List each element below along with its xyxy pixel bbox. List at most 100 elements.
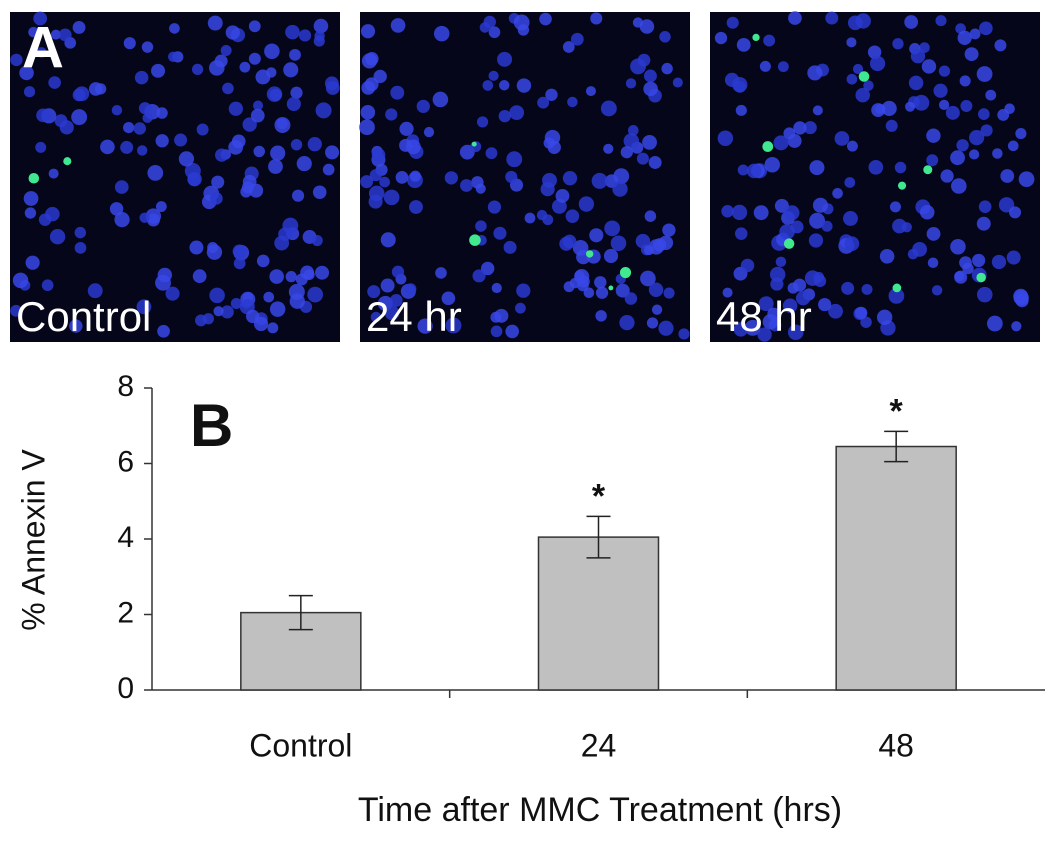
cell — [648, 282, 664, 297]
cell — [992, 148, 1003, 159]
cell — [48, 168, 59, 179]
cell — [488, 26, 501, 39]
cell — [912, 241, 928, 257]
cell — [266, 86, 283, 102]
cell — [844, 236, 860, 251]
cell — [979, 21, 993, 36]
cell — [565, 209, 580, 223]
cell — [296, 156, 312, 172]
cell — [168, 51, 179, 62]
cell — [269, 269, 284, 284]
cell — [735, 104, 747, 116]
significance-marker: * — [592, 477, 606, 515]
cell — [139, 212, 150, 223]
cell — [360, 24, 376, 39]
apoptotic-cell — [469, 234, 481, 246]
cell — [640, 270, 656, 287]
cell — [678, 328, 690, 340]
cell — [476, 116, 489, 128]
cell — [283, 62, 299, 78]
cell — [545, 88, 558, 101]
cell — [479, 22, 491, 33]
cell — [19, 65, 34, 81]
cell — [325, 145, 340, 160]
apoptotic-cell — [762, 141, 774, 152]
cell — [242, 117, 257, 132]
cell — [211, 175, 225, 189]
cell — [740, 258, 755, 273]
cell — [49, 229, 66, 245]
cell — [767, 307, 781, 321]
cell — [585, 86, 596, 97]
cell — [591, 172, 608, 189]
cell — [359, 119, 375, 136]
cell — [269, 301, 286, 317]
cell — [986, 315, 1003, 332]
cell — [714, 31, 728, 45]
cell — [390, 85, 405, 100]
cell — [855, 13, 871, 29]
cell — [555, 189, 570, 203]
cell — [433, 25, 450, 42]
y-tick-label: 4 — [117, 521, 134, 554]
cell — [36, 47, 47, 58]
cell — [777, 61, 789, 73]
cell — [268, 159, 283, 174]
cell — [390, 18, 406, 33]
apoptotic-cell — [976, 272, 986, 283]
panel-label: A — [22, 15, 64, 80]
cell — [178, 151, 195, 167]
cell — [409, 170, 421, 182]
cell — [250, 108, 265, 123]
cell — [24, 207, 37, 219]
cell — [978, 108, 990, 120]
y-axis-label: % Annexin V — [15, 449, 51, 631]
cell — [485, 147, 498, 160]
y-tick-label: 2 — [117, 596, 134, 629]
cell — [230, 297, 242, 310]
cell — [324, 76, 339, 91]
cell — [972, 253, 986, 268]
cell — [867, 45, 882, 59]
cell — [58, 28, 72, 42]
cell — [957, 30, 972, 46]
cell — [672, 77, 683, 88]
cell — [151, 63, 166, 78]
cell — [938, 99, 950, 110]
cell — [288, 283, 305, 300]
cell — [240, 186, 252, 198]
cell — [818, 297, 832, 312]
cell — [524, 212, 536, 224]
cell — [114, 180, 129, 194]
cell — [643, 245, 654, 256]
cell — [1009, 206, 1022, 219]
cell — [114, 211, 130, 228]
cell — [733, 322, 748, 337]
cell — [863, 80, 874, 91]
cell — [736, 37, 751, 52]
cell — [956, 139, 969, 152]
cell — [976, 286, 993, 303]
cell — [282, 217, 299, 234]
cell — [499, 80, 510, 91]
cell — [207, 242, 219, 253]
cell — [985, 89, 997, 101]
cell — [391, 265, 405, 278]
cell — [231, 134, 246, 149]
cell — [313, 35, 325, 47]
cell — [322, 163, 335, 176]
cell — [954, 271, 965, 282]
cell — [855, 87, 870, 103]
cell — [843, 211, 858, 226]
cell — [12, 272, 29, 289]
cell — [263, 291, 275, 303]
cell — [901, 222, 912, 233]
cell — [228, 101, 243, 116]
cell — [74, 242, 87, 254]
cell — [919, 205, 935, 220]
cell — [994, 39, 1007, 52]
cell — [435, 267, 447, 279]
cell — [475, 220, 487, 232]
cell — [490, 311, 502, 323]
